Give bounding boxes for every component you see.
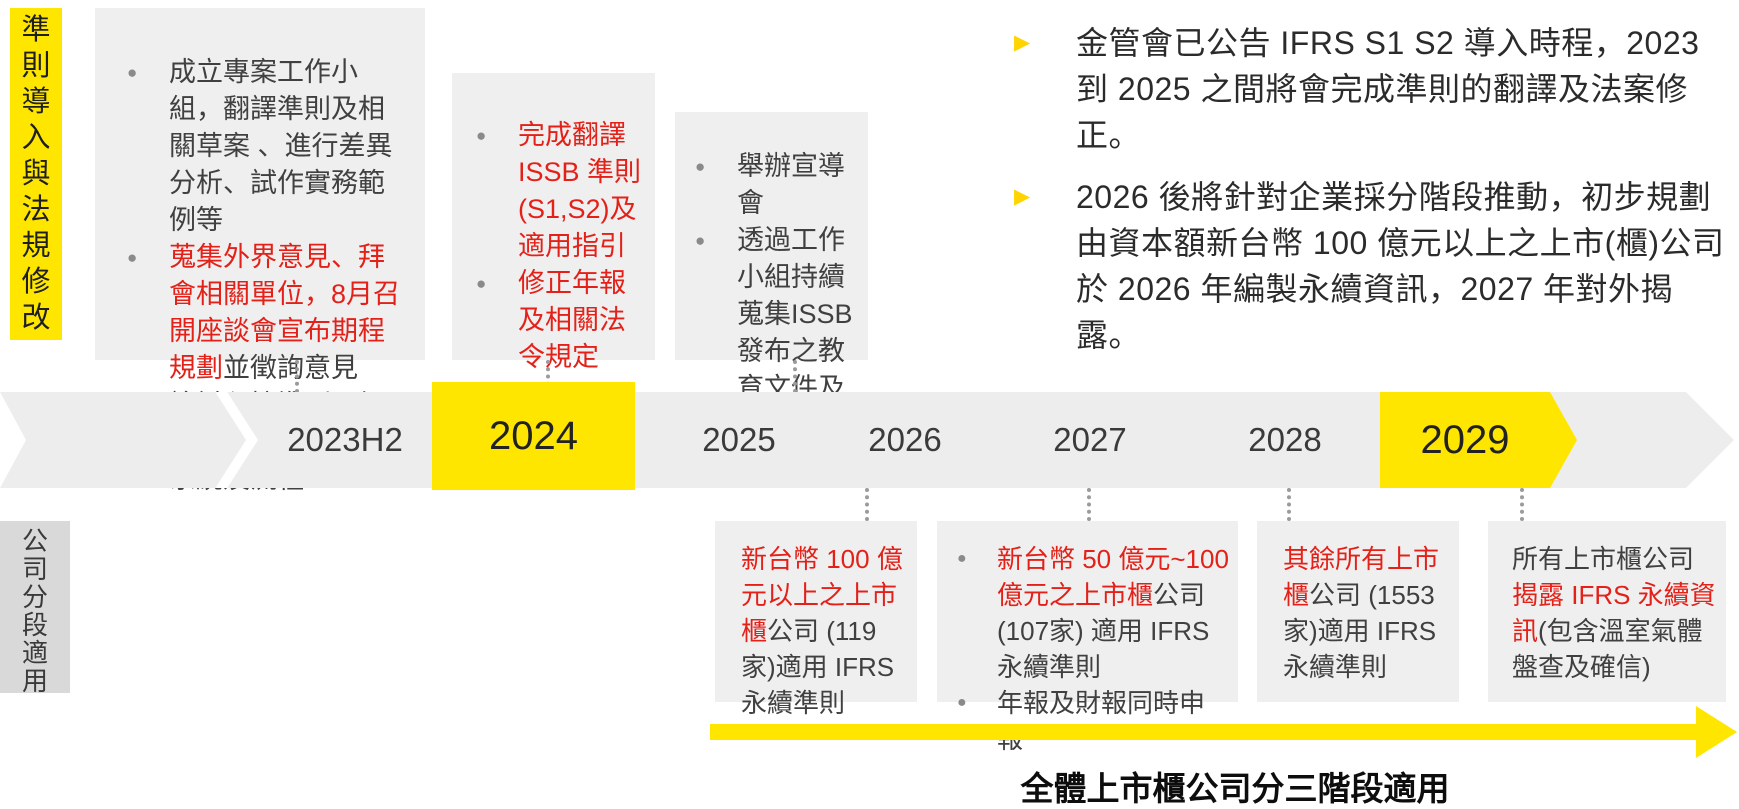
dotted-connector-bottom-4	[1520, 488, 1524, 521]
timeline-chevron-separator-icon	[215, 392, 258, 488]
year-2023h2: 2023H2	[287, 421, 403, 458]
bullet-text: 完成翻譯 ISSB 準則 (S1,S2)及適用指引	[518, 120, 642, 261]
bullet-text: 年報及財報同時申報	[997, 688, 1206, 754]
phase-arrow-head-icon	[1696, 706, 1737, 758]
rules-adoption-label-text: 準則導入與法規修改	[21, 14, 51, 334]
bullet-item: ● 新台幣 50 億元~100 億元之上市櫃公司 (107家) 適用 IFRS …	[951, 541, 1230, 685]
note-item: ▶ 金管會已公告 IFRS S1 S2 導入時程，2023 到 2025 之間將…	[1008, 20, 1734, 158]
dotted-connector-top-1	[295, 360, 299, 393]
bullet-icon: ●	[476, 274, 487, 293]
year-2027: 2027	[1053, 421, 1127, 458]
note-item: ▶ 2026 後將針對企業採分階段推動，初步規劃由資本額新台幣 100 億元以上…	[1008, 174, 1734, 358]
top-box-2023h2: ● 成立專案工作小組，翻譯準則及相關草案 、進行差異分析、試作實務範例等 ● 蒐…	[95, 8, 425, 494]
bullet-item: ● 成立專案工作小組，翻譯準則及相關草案 、進行差異分析、試作實務範例等	[119, 54, 411, 239]
top-box-2025: ● 舉辦宣導會 ● 透過工作小組持續蒐集ISSB發布之教育文件及釋例指引	[675, 112, 868, 440]
bullet-item: ● 年報及財報同時申報	[951, 685, 1230, 757]
bullet-icon: ●	[476, 126, 487, 145]
dotted-connector-top-3	[793, 360, 797, 393]
top-box-2024: ● 完成翻譯 ISSB 準則 (S1,S2)及適用指引 ● 修正年報及相關法令規…	[452, 73, 655, 372]
bullet-icon: ●	[127, 248, 138, 267]
year-2026: 2026	[868, 421, 942, 458]
bullet-icon: ●	[695, 231, 706, 250]
bullet-item: ● 蒐集外界意見、拜會相關單位，8月召開座談會宣布期程規劃並徵詢意見	[119, 239, 411, 387]
triangle-marker-icon: ▶	[1014, 185, 1031, 208]
year-highlight-2029: 2029	[1380, 392, 1577, 488]
year-highlight-2024: 2024	[432, 382, 635, 490]
bullet-text: 新台幣 50 億元~100 億元之上市櫃公司 (107家) 適用 IFRS 永續…	[997, 544, 1229, 682]
bottom-box-2026: 新台幣 100 億元以上之上市櫃公司 (119家)適用 IFRS 永續準則	[715, 521, 917, 718]
year-2025: 2025	[702, 421, 776, 458]
year-2028: 2028	[1248, 421, 1322, 458]
year-2024: 2024	[489, 413, 578, 458]
bullet-text: 舉辦宣導會	[737, 151, 845, 218]
dotted-connector-top-2	[546, 360, 550, 393]
note-text: 金管會已公告 IFRS S1 S2 導入時程，2023 到 2025 之間將會完…	[1076, 25, 1700, 153]
notes-panel: ▶ 金管會已公告 IFRS S1 S2 導入時程，2023 到 2025 之間將…	[1008, 20, 1734, 374]
bullet-item: ● 修正年報及相關法令規定	[468, 265, 649, 376]
rules-adoption-label: 準則導入與法規修改	[10, 8, 62, 340]
bottom-box-2028: 其餘所有上市櫃公司 (1553家)適用 IFRS 永續準則	[1257, 521, 1459, 702]
bullet-text: 蒐集外界意見、拜會相關單位，8月召開座談會宣布期程規劃並徵詢意見	[169, 242, 401, 383]
triangle-marker-icon: ▶	[1014, 31, 1031, 54]
dotted-connector-bottom-2	[1087, 488, 1091, 521]
company-phases-label: 公司分段適用	[0, 521, 70, 696]
bullet-item: ● 舉辦宣導會	[687, 148, 864, 222]
bullet-text: 成立專案工作小組，翻譯準則及相關草案 、進行差異分析、試作實務範例等	[169, 57, 393, 235]
note-text: 2026 後將針對企業採分階段推動，初步規劃由資本額新台幣 100 億元以上之上…	[1076, 179, 1725, 353]
bullet-icon: ●	[957, 694, 967, 711]
phase-caption: 全體上市櫃公司分三階段適用	[1020, 770, 1450, 807]
bottom-box-2029: 所有上市櫃公司揭露 IFRS 永續資訊(包含溫室氣體盤查及確信)	[1488, 521, 1726, 702]
bullet-text: 修正年報及相關法令規定	[518, 268, 626, 372]
company-phases-label-text: 公司分段適用	[21, 526, 48, 696]
dotted-connector-bottom-3	[1287, 488, 1291, 521]
bullet-item: ● 完成翻譯 ISSB 準則 (S1,S2)及適用指引	[468, 117, 649, 265]
year-2029: 2029	[1420, 417, 1510, 462]
bullet-icon: ●	[695, 157, 706, 176]
bottom-box-2027: ● 新台幣 50 億元~100 億元之上市櫃公司 (107家) 適用 IFRS …	[937, 521, 1238, 754]
bullet-icon: ●	[957, 550, 967, 567]
phase-arrow	[710, 724, 1698, 740]
bullet-icon: ●	[127, 63, 138, 82]
dotted-connector-bottom-1	[865, 488, 869, 521]
